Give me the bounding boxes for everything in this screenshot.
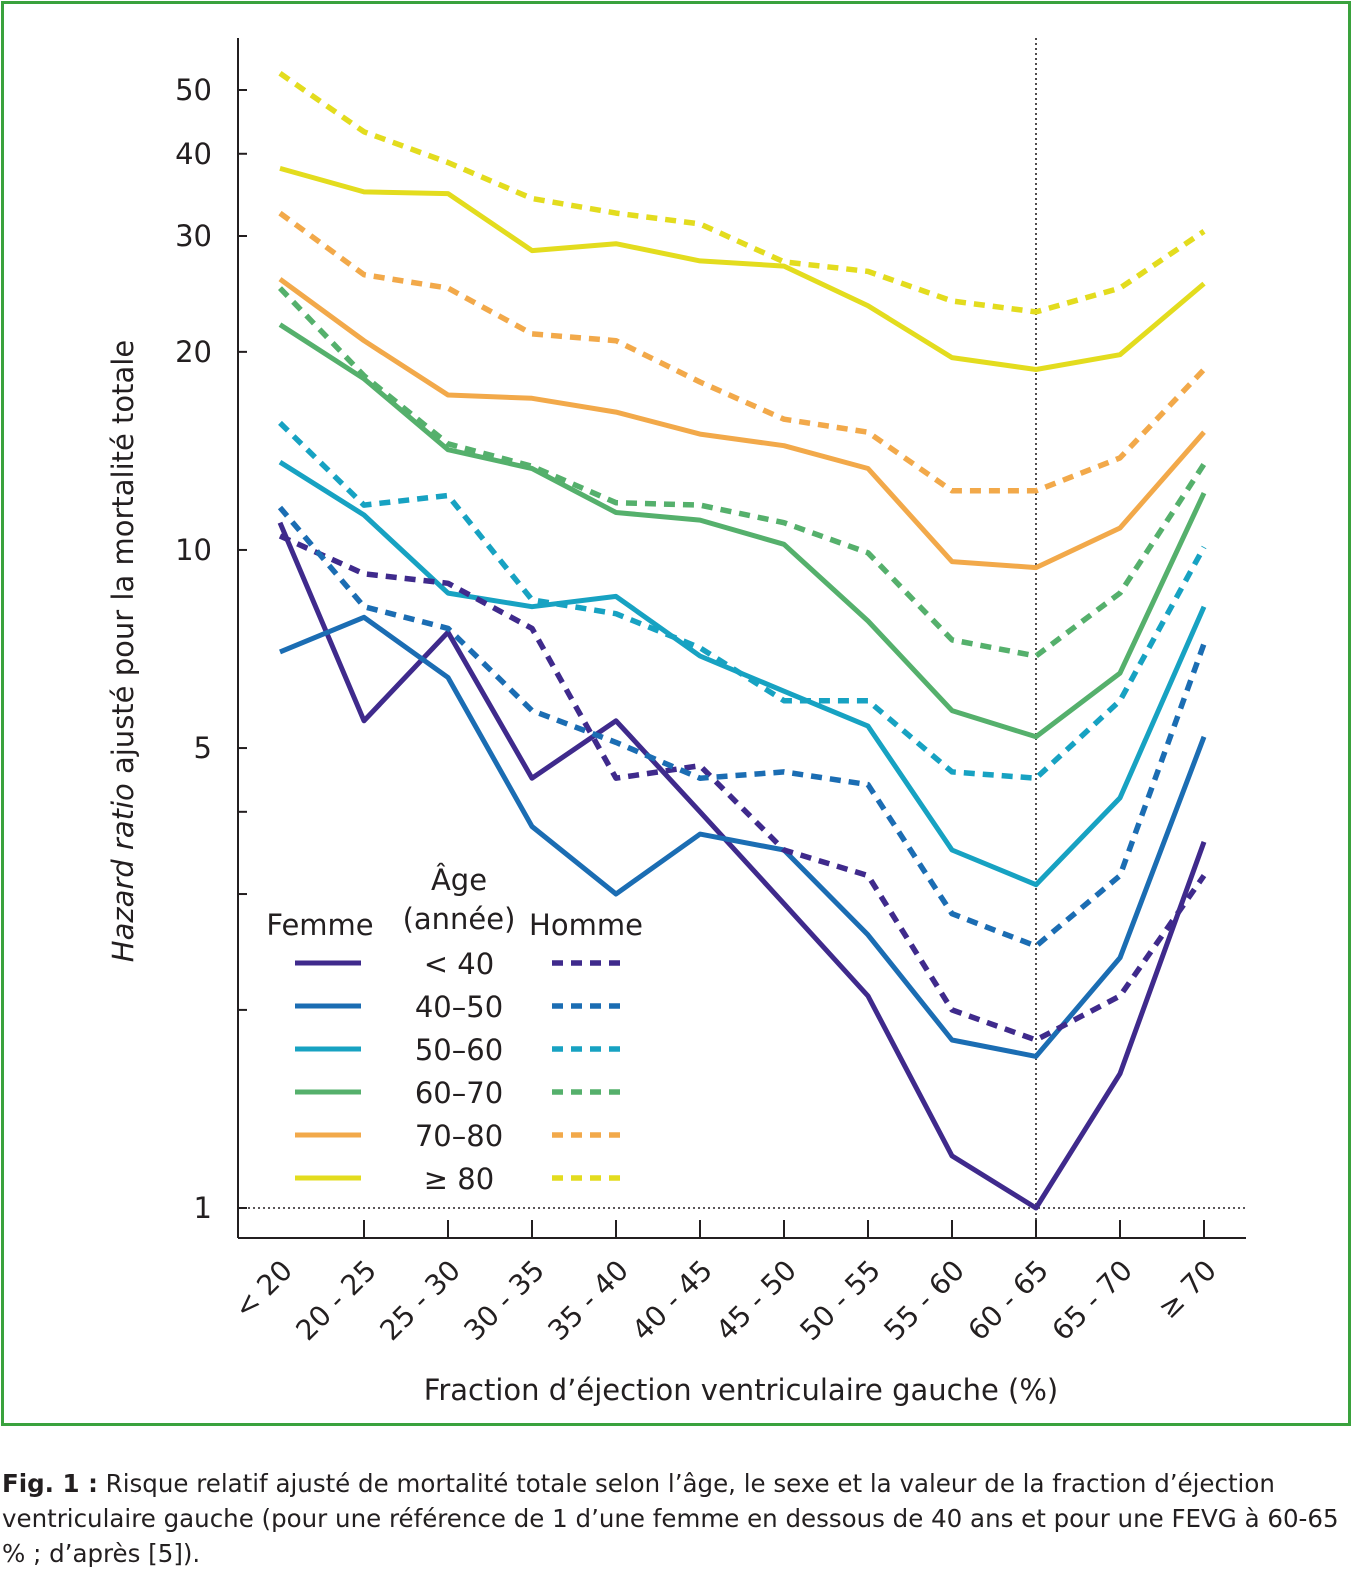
legend-male-label: Homme xyxy=(529,908,643,942)
y-axis-ticks: 1 5 10 20 30 40 50 xyxy=(175,73,247,1225)
y-tick-label: 30 xyxy=(175,219,212,253)
x-axis-title: Fraction d’éjection ventriculaire gauche… xyxy=(424,1373,1058,1407)
y-tick-label: 5 xyxy=(194,731,212,765)
legend-group-label: 50–60 xyxy=(415,1033,503,1067)
x-tick-label: 50 - 55 xyxy=(793,1254,886,1347)
y-tick-label: 40 xyxy=(175,137,212,171)
x-tick-label: 20 - 25 xyxy=(289,1254,382,1347)
series-line xyxy=(278,277,1206,571)
series-line xyxy=(278,420,1207,781)
y-tick-label: 1 xyxy=(194,1191,212,1225)
legend-female-label: Femme xyxy=(266,908,373,942)
series-line xyxy=(277,505,1207,949)
series-line xyxy=(277,521,1207,1211)
figure-caption: Fig. 1 : Risque relatif ajusté de mortal… xyxy=(2,1466,1354,1571)
legend-group-label: < 40 xyxy=(424,947,494,981)
chart-axes xyxy=(237,38,1246,1239)
series-line xyxy=(279,614,1207,1059)
x-tick-label: 60 - 65 xyxy=(961,1254,1054,1347)
y-tick-label: 50 xyxy=(175,73,212,107)
y-axis-title: Hazard ratio ajusté pour la mortalité to… xyxy=(106,340,140,962)
legend-group-label: 70–80 xyxy=(415,1119,503,1153)
y-tick-label: 10 xyxy=(175,533,212,567)
series-line xyxy=(278,533,1207,1043)
caption-text: Risque relatif ajusté de mortalité total… xyxy=(2,1469,1339,1568)
caption-label: Fig. 1 : xyxy=(2,1469,98,1498)
x-tick-label: 45 - 50 xyxy=(709,1254,802,1347)
legend-group-label: 40–50 xyxy=(415,990,503,1024)
series-line xyxy=(278,322,1207,740)
legend: Âge (année) Femme Homme < 40 40–50 50–60 60–70 7… xyxy=(266,863,643,1196)
x-tick-label: 30 - 35 xyxy=(457,1254,550,1347)
series-lines xyxy=(277,71,1207,1211)
series-line xyxy=(278,210,1206,494)
series-line xyxy=(278,71,1206,315)
series-line xyxy=(279,165,1206,372)
x-tick-label: < 20 xyxy=(228,1254,299,1325)
x-tick-label: 65 - 70 xyxy=(1045,1254,1138,1347)
x-tick-label: 55 - 60 xyxy=(877,1254,970,1347)
y-tick-label: 20 xyxy=(175,335,212,369)
x-tick-label: 35 - 40 xyxy=(541,1254,634,1347)
x-tick-label: 25 - 30 xyxy=(373,1254,466,1347)
legend-group-label: ≥ 80 xyxy=(424,1162,494,1196)
legend-age-unit: (année) xyxy=(403,902,516,936)
x-tick-label: ≥ 70 xyxy=(1152,1254,1223,1325)
y-axis-title-rest: ajusté pour la mortalité totale xyxy=(106,340,140,783)
y-axis-title-italic: Hazard ratio xyxy=(106,783,140,962)
legend-group-label: 60–70 xyxy=(415,1076,503,1110)
figure-frame xyxy=(1,1,1351,1426)
x-tick-label: 40 - 45 xyxy=(625,1254,718,1347)
legend-age-title: Âge xyxy=(431,863,487,897)
series-line xyxy=(278,286,1207,659)
